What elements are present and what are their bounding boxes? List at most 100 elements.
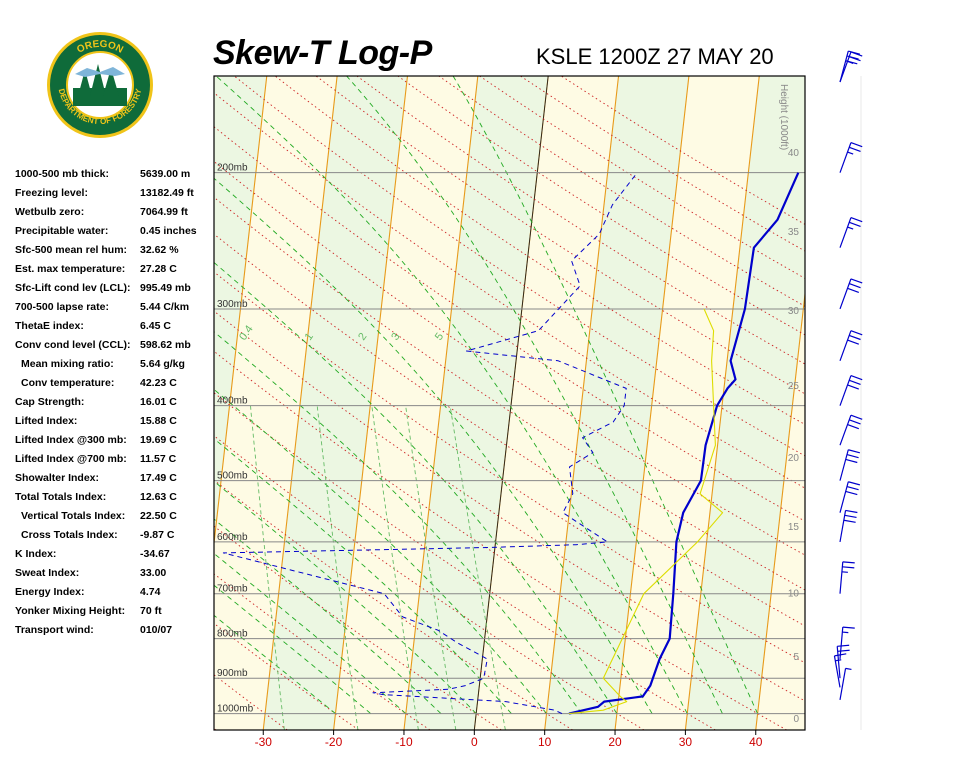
index-value: 598.62 mb <box>140 339 191 351</box>
series-dewpoint-line <box>222 172 638 715</box>
index-value: -34.67 <box>140 548 170 560</box>
wind-barb-flag <box>847 384 860 390</box>
moist-adiabat <box>346 76 723 714</box>
index-row: Precipitable water: 0.45 inches <box>15 225 215 244</box>
mixing-ratio-label: 3 <box>389 331 402 343</box>
index-value: 010/07 <box>140 624 173 636</box>
index-row: Transport wind: 010/07 <box>15 624 215 643</box>
wind-barb-flag <box>846 55 859 60</box>
wind-barb-staff <box>839 668 847 700</box>
wind-barb-icon <box>839 509 858 543</box>
index-label: Lifted Index @300 mb: <box>15 434 127 446</box>
mixing-ratio-label: 2 <box>356 331 369 343</box>
mixing-ratio-label: 5 <box>433 331 446 343</box>
index-row: Cross Totals Index: -9.87 C <box>15 529 215 548</box>
mixing-ratio-line <box>449 405 506 730</box>
moist-adiabat <box>214 480 477 714</box>
wind-barb-flag <box>849 419 861 425</box>
index-label: Transport wind: <box>15 624 94 636</box>
wind-barb-flag <box>847 287 860 293</box>
wind-barb-flag <box>847 423 860 430</box>
mixing-ratio-line <box>316 405 359 730</box>
height-tick-label: 25 <box>788 381 800 392</box>
index-row: K Index: -34.67 <box>15 548 215 567</box>
index-label: Conv cond level (CCL): <box>15 339 131 351</box>
index-row: Sweat Index: 33.00 <box>15 567 215 586</box>
index-row: Lifted Index: 15.88 C <box>15 415 215 434</box>
wind-barb-icon <box>839 481 861 513</box>
index-row: Sfc-500 mean rel hum: 32.62 % <box>15 244 215 263</box>
index-value: 5639.00 m <box>140 168 191 180</box>
wind-barb-flag <box>850 278 863 284</box>
index-value: 5.44 C/km <box>140 301 190 313</box>
isotherm-band <box>474 76 619 730</box>
index-value: 12.63 C <box>140 491 177 503</box>
moist-adiabat <box>214 614 336 714</box>
x-tick-label: 30 <box>679 735 693 749</box>
index-value: 7064.99 ft <box>140 206 188 218</box>
height-tick-label: 30 <box>788 306 800 317</box>
index-value: 22.50 C <box>140 510 177 522</box>
height-tick-label: 10 <box>788 588 800 599</box>
height-tick-label: 5 <box>793 652 799 663</box>
index-label: ThetaE index: <box>15 320 84 332</box>
wind-barb-half-flag <box>847 226 854 230</box>
wind-barb-flag <box>850 330 863 336</box>
index-label: 1000-500 mb thick: <box>15 168 109 180</box>
index-row: Total Totals Index: 12.63 C <box>15 491 215 510</box>
wind-barb-flag <box>849 334 861 341</box>
index-row: Showalter Index: 17.49 C <box>15 472 215 491</box>
index-row: Conv cond level (CCL): 598.62 mb <box>15 339 215 358</box>
index-value: 27.28 C <box>140 263 177 275</box>
moist-adiabat <box>214 331 583 714</box>
wind-barb-icon <box>839 414 863 446</box>
wind-barb-flag <box>848 50 861 55</box>
height-tick-label: 15 <box>788 522 800 533</box>
index-row: Yonker Mixing Height: 70 ft <box>15 605 215 624</box>
index-value: 70 ft <box>140 605 162 617</box>
wind-barb-flag <box>848 481 861 486</box>
index-label: Showalter Index: <box>15 472 100 484</box>
x-tick-label: 20 <box>608 735 622 749</box>
series-parcel-line <box>568 308 724 715</box>
wind-barb-flag <box>846 486 859 491</box>
index-label: Precipitable water: <box>15 225 109 237</box>
wind-barb-flag <box>850 217 863 223</box>
isobar-label: 300mb <box>217 299 248 310</box>
index-label: Cross Totals Index: <box>21 529 118 541</box>
wind-barb-flag <box>842 561 855 564</box>
isotherm-band <box>615 76 760 730</box>
height-tick-label: 20 <box>788 453 800 464</box>
index-value: 17.49 C <box>140 472 177 484</box>
isobar-label: 500mb <box>217 471 248 482</box>
stability-indices-panel: 1000-500 mb thick: 5639.00 m Freezing leve… <box>15 168 215 643</box>
height-tick-label: 0 <box>793 714 799 725</box>
index-row: Lifted Index @700 mb: 11.57 C <box>15 453 215 472</box>
wind-barb-flag <box>849 379 861 385</box>
isotherm-band <box>0 76 126 730</box>
index-label: Mean mixing ratio: <box>21 358 114 370</box>
page-title: Skew-T Log-P <box>213 34 432 72</box>
wind-barb-flag <box>844 514 857 519</box>
x-tick-label: 40 <box>749 735 763 749</box>
wind-barb-half-flag <box>845 667 852 671</box>
index-label: Cap Strength: <box>15 396 85 408</box>
isotherm-band <box>0 76 56 730</box>
index-label: Wetbulb zero: <box>15 206 85 218</box>
wind-barb-staff <box>839 278 852 310</box>
wind-barb-flag <box>850 414 863 420</box>
height-axis-label: Height (1000ft) <box>778 84 789 150</box>
mixing-ratio-line <box>371 405 419 730</box>
index-row: Sfc-Lift cond lev (LCL): 995.49 mb <box>15 282 215 301</box>
index-value: 4.74 <box>140 586 161 598</box>
svg-text:OREGON: OREGON <box>75 39 125 56</box>
isotherm-line <box>826 76 900 730</box>
wind-barb-icon <box>839 278 863 310</box>
isotherm-line <box>614 76 690 730</box>
index-row: Conv temperature: 42.23 C <box>15 377 215 396</box>
isotherm-line <box>544 76 620 730</box>
index-label: Est. max temperature: <box>15 263 126 275</box>
wind-barb-flag <box>845 60 858 65</box>
index-label: Sfc-500 mean rel hum: <box>15 244 128 256</box>
isotherm-band <box>685 76 805 730</box>
